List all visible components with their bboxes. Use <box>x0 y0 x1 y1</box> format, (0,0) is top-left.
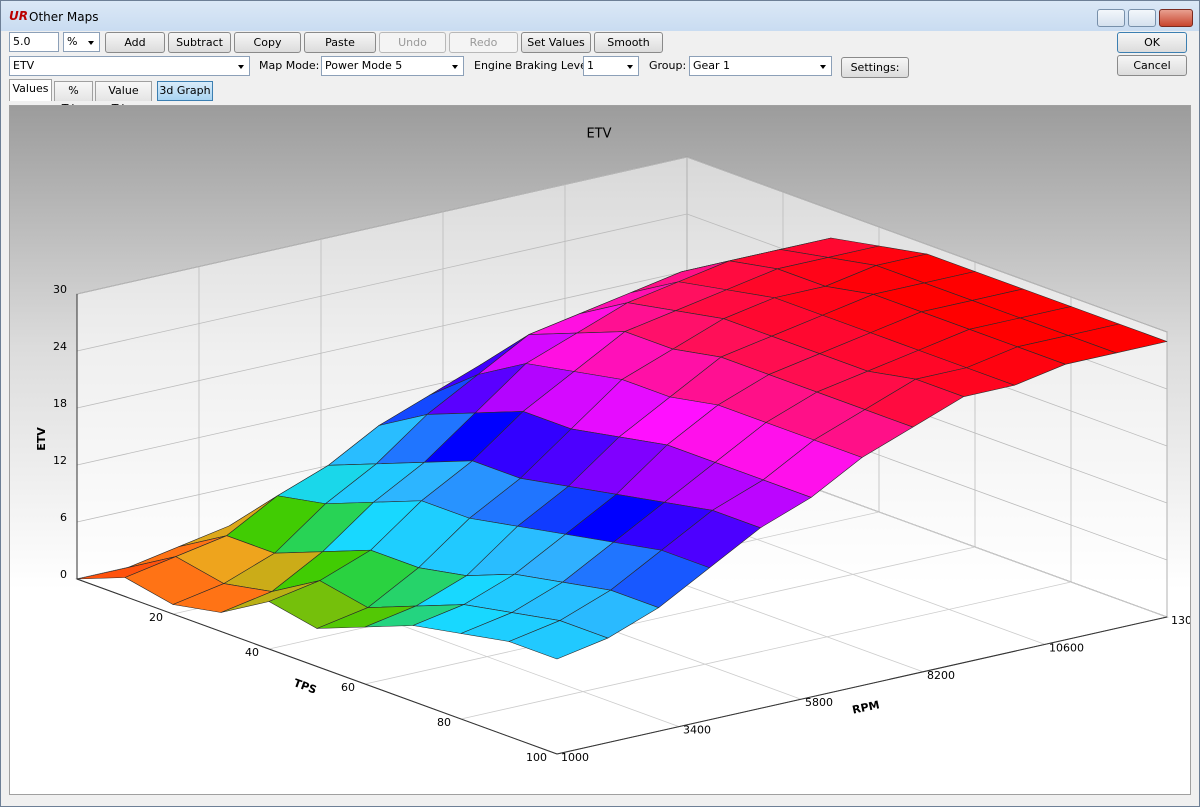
cancel-button[interactable]: Cancel <box>1117 55 1187 76</box>
unit-dropdown[interactable]: % <box>63 32 100 52</box>
y-tick-label: 1000 <box>561 751 589 764</box>
window-title: Other Maps <box>29 10 99 24</box>
map-value: ETV <box>13 59 35 72</box>
surface-cell <box>508 620 609 660</box>
grid-line <box>76 270 688 409</box>
paste-button[interactable]: Paste <box>304 32 376 53</box>
smooth-button[interactable]: Smooth <box>594 32 663 53</box>
3d-graph-tab[interactable]: 3d Graph <box>157 81 213 101</box>
z-axis-label: ETV <box>35 427 48 451</box>
y-tick-label: 13000 <box>1171 614 1191 627</box>
grid-line <box>76 156 688 295</box>
ok-button[interactable]: OK <box>1117 32 1187 53</box>
y-axis <box>556 616 1168 755</box>
y-axis-label: RPM <box>851 698 881 716</box>
add-button[interactable]: Add <box>105 32 165 53</box>
z-tick-label: 0 <box>60 568 67 581</box>
undo-button[interactable]: Undo <box>379 32 446 53</box>
close-button[interactable] <box>1159 9 1193 27</box>
chart: 0 6 12 18 24 30 20 40 60 80 100 1000 3400 5800 8200 106… <box>10 106 1191 794</box>
x-tick-label: 80 <box>437 716 451 729</box>
map-mode-dropdown[interactable]: Power Mode 5 <box>321 56 464 76</box>
z-tick-label: 6 <box>60 511 67 524</box>
grid-line <box>460 581 1072 720</box>
braking-dropdown[interactable]: 1 <box>583 56 639 76</box>
braking-label: Engine Braking Level: <box>474 59 594 72</box>
y-tick-label: 10600 <box>1049 641 1084 654</box>
x-tick-label: 100 <box>526 751 547 764</box>
braking-value: 1 <box>587 59 594 72</box>
redo-button[interactable]: Redo <box>449 32 518 53</box>
z-tick-label: 12 <box>53 454 67 467</box>
z-tick-label: 30 <box>53 283 67 296</box>
z-tick-label: 24 <box>53 340 67 353</box>
app-logo: UR <box>9 9 28 23</box>
chart-title: ETV <box>586 127 611 142</box>
grid-line <box>686 156 1168 333</box>
step-value: 5.0 <box>13 35 31 48</box>
minimize-button[interactable] <box>1097 9 1125 27</box>
group-value: Gear 1 <box>693 59 731 72</box>
map-mode-label: Map Mode: <box>259 59 320 72</box>
unit-value: % <box>67 35 78 48</box>
x-tick-label: 20 <box>149 611 163 624</box>
chart-panel: 0 6 12 18 24 30 20 40 60 80 100 1000 3400 5800 8200 106… <box>9 105 1191 795</box>
plot: 0 6 12 18 24 30 20 40 60 80 100 1000 3400 5800 8200 106… <box>35 127 1191 765</box>
settings-button[interactable]: Settings: <box>841 57 909 78</box>
trim-tab[interactable]: % Trim <box>54 81 93 115</box>
subtract-button[interactable]: Subtract <box>168 32 231 53</box>
value-trim-tab[interactable]: Value Trim <box>95 81 152 115</box>
y-tick-label: 3400 <box>683 724 711 737</box>
map-mode-value: Power Mode 5 <box>325 59 403 72</box>
group-label: Group: <box>649 59 687 72</box>
x-tick-label: 40 <box>245 646 259 659</box>
x-axis <box>76 578 558 755</box>
grid-line <box>364 546 976 685</box>
grid-line <box>76 213 688 352</box>
map-dropdown[interactable]: ETV <box>9 56 250 76</box>
group-dropdown[interactable]: Gear 1 <box>689 56 832 76</box>
set-values-button[interactable]: Set Values <box>521 32 591 53</box>
values-tab[interactable]: Values <box>9 79 52 101</box>
maximize-button[interactable] <box>1128 9 1156 27</box>
step-input[interactable]: 5.0 <box>9 32 59 52</box>
z-tick-label: 18 <box>53 397 67 410</box>
copy-button[interactable]: Copy <box>234 32 301 53</box>
y-tick-label: 8200 <box>927 669 955 682</box>
x-tick-label: 60 <box>341 681 355 694</box>
y-tick-label: 5800 <box>805 696 833 709</box>
